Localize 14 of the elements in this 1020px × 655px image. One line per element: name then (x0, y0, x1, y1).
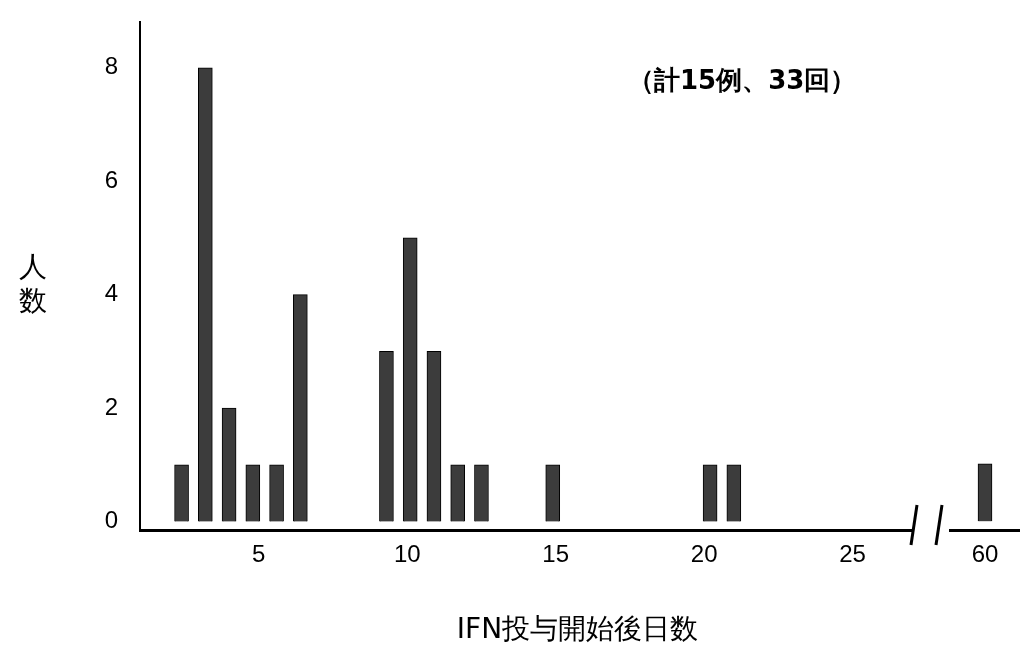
x-tick-label: 60 (971, 540, 999, 568)
x-tick-label: 15 (542, 540, 570, 568)
x-tick-label: 5 (252, 540, 266, 568)
y-axis-title: 人数 (18, 250, 48, 318)
x-axis-title: IFN投与開始後日数 (455, 611, 700, 647)
y-tick-label: 8 (104, 52, 118, 80)
y-tick-label: 6 (104, 165, 118, 193)
x-tick-label: 25 (839, 540, 866, 568)
x-tick-label: 20 (690, 540, 718, 568)
annotation: （計15例、33回） (627, 65, 857, 96)
y-tick-label: 4 (104, 279, 118, 307)
y-tick-label: 0 (104, 506, 118, 534)
y-tick-label: 2 (104, 392, 118, 420)
x-tick-label: 10 (393, 540, 421, 568)
